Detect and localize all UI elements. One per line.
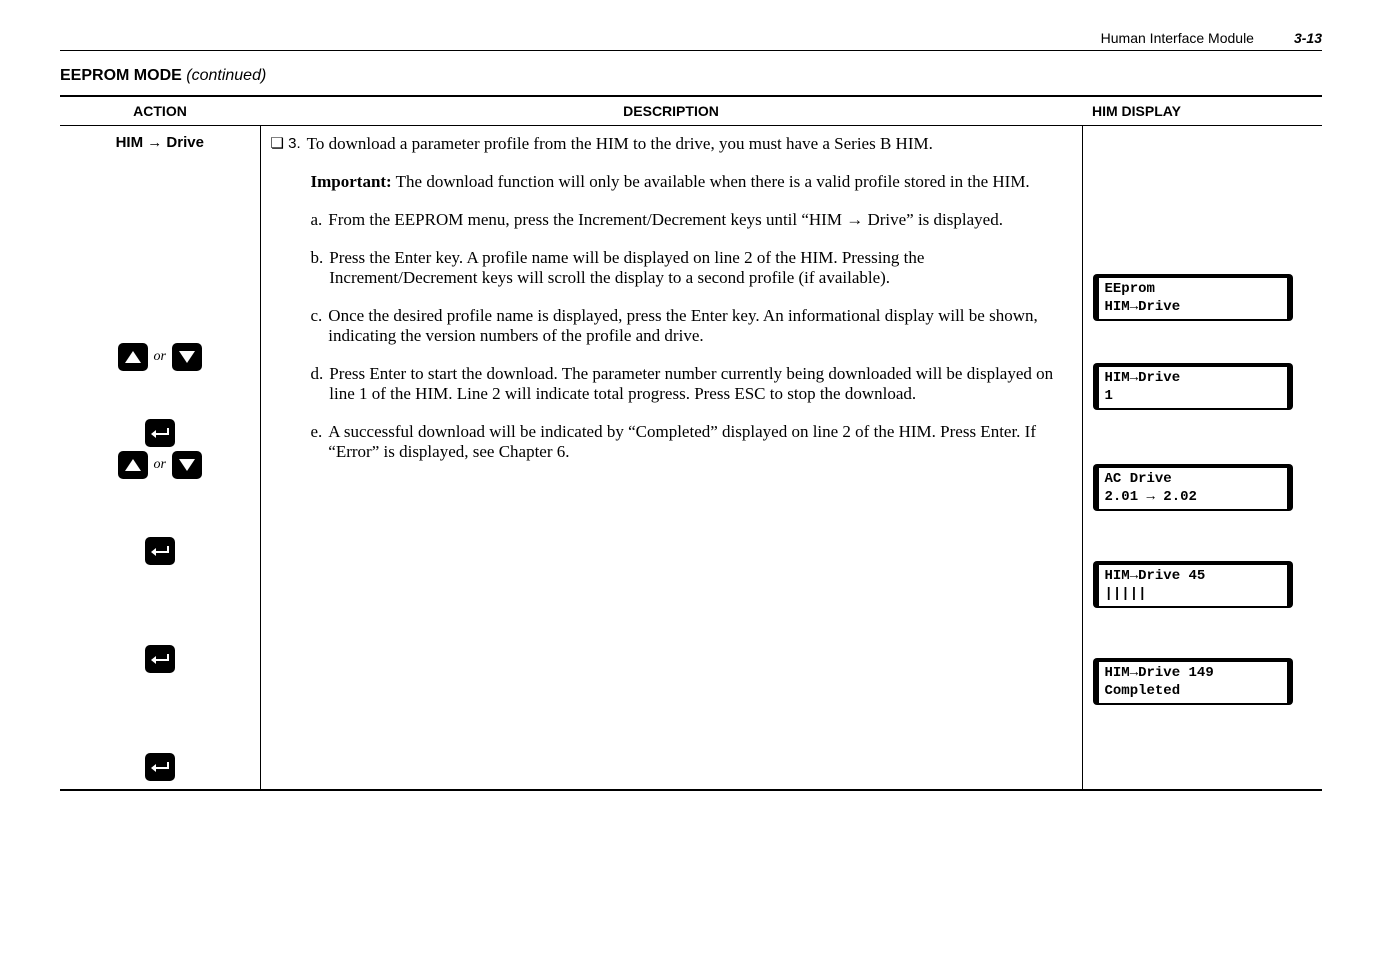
or-label: or bbox=[154, 457, 166, 473]
col-header-action: ACTION bbox=[60, 96, 260, 126]
down-arrow-icon bbox=[179, 351, 195, 363]
table-header-row: ACTION DESCRIPTION HIM DISPLAY bbox=[60, 96, 1322, 126]
col-header-description: DESCRIPTION bbox=[260, 96, 1082, 126]
action-him-to-drive: HIM → Drive bbox=[116, 134, 204, 151]
substep-d: d. Press Enter to start the download. Th… bbox=[271, 364, 1072, 404]
substep-text: Press Enter to start the download. The p… bbox=[329, 364, 1071, 404]
enter-key[interactable] bbox=[145, 645, 175, 673]
spacer bbox=[1093, 511, 1313, 561]
substep-a: a. From the EEPROM menu, press the Incre… bbox=[271, 210, 1072, 230]
enter-icon bbox=[151, 426, 169, 440]
or-label: or bbox=[154, 349, 166, 365]
description-cell: ❏ 3. To download a parameter profile fro… bbox=[260, 126, 1082, 791]
header-title: Human Interface Module bbox=[1101, 30, 1254, 46]
page-number: 3-13 bbox=[1294, 30, 1322, 46]
section-title-text: EEPROM MODE bbox=[60, 67, 182, 84]
up-arrow-icon bbox=[125, 351, 141, 363]
important-note: Important: The download function will on… bbox=[271, 172, 1072, 192]
down-arrow-icon bbox=[179, 459, 195, 471]
substep-text: From the EEPROM menu, press the Incremen… bbox=[328, 210, 1071, 230]
keys-enter-d bbox=[145, 645, 175, 673]
spacer bbox=[1093, 410, 1313, 464]
lcd-text: HIM→Drive 149 Completed bbox=[1099, 662, 1287, 703]
checkbox-mark: ❏ 3. bbox=[271, 134, 301, 154]
section-title: EEPROM MODE (continued) bbox=[60, 67, 1322, 85]
substep-letter: c. bbox=[311, 306, 323, 346]
lcd-text: HIM→Drive 1 bbox=[1099, 367, 1287, 408]
substep-e: e. A successful download will be indicat… bbox=[271, 422, 1072, 462]
enter-key[interactable] bbox=[145, 753, 175, 781]
spacer bbox=[1093, 608, 1313, 658]
him-display-cell: EEprom HIM→Drive HIM→Drive 1 AC Drive 2.… bbox=[1082, 126, 1322, 791]
col-header-him: HIM DISPLAY bbox=[1082, 96, 1322, 126]
up-arrow-key[interactable] bbox=[118, 343, 148, 371]
eeprom-table: ACTION DESCRIPTION HIM DISPLAY HIM → Dri… bbox=[60, 95, 1322, 791]
enter-key[interactable] bbox=[145, 419, 175, 447]
keys-enter-e bbox=[145, 753, 175, 781]
substep-letter: b. bbox=[311, 248, 324, 288]
enter-icon bbox=[151, 652, 169, 666]
step-3-text: To download a parameter profile from the… bbox=[307, 134, 1072, 154]
section-continued: (continued) bbox=[186, 67, 266, 84]
lcd-display-b: HIM→Drive 1 bbox=[1093, 363, 1293, 410]
important-text: The download function will only be avail… bbox=[392, 172, 1030, 191]
substep-c: c. Once the desired profile name is disp… bbox=[271, 306, 1072, 346]
keys-enter-c bbox=[145, 537, 175, 565]
action-cell: HIM → Drive or bbox=[60, 126, 260, 791]
substep-b: b. Press the Enter key. A profile name w… bbox=[271, 248, 1072, 288]
enter-icon bbox=[151, 544, 169, 558]
lcd-display-e: HIM→Drive 149 Completed bbox=[1093, 658, 1293, 705]
keys-increment-decrement: or bbox=[118, 343, 202, 371]
keys-enter-then-incdec: or bbox=[118, 419, 202, 479]
lcd-display-d: HIM→Drive 45 ||||| bbox=[1093, 561, 1293, 608]
lcd-text: AC Drive 2.01 → 2.02 bbox=[1099, 468, 1287, 509]
substep-text: Press the Enter key. A profile name will… bbox=[329, 248, 1071, 288]
lcd-text: HIM→Drive 45 ||||| bbox=[1099, 565, 1287, 606]
enter-icon bbox=[151, 760, 169, 774]
substep-letter: d. bbox=[311, 364, 324, 404]
substep-letter: e. bbox=[311, 422, 323, 462]
down-arrow-key[interactable] bbox=[172, 451, 202, 479]
lcd-text: EEprom HIM→Drive bbox=[1099, 278, 1287, 319]
spacer bbox=[1093, 321, 1313, 363]
substep-text: Once the desired profile name is display… bbox=[328, 306, 1071, 346]
substep-text: A successful download will be indicated … bbox=[328, 422, 1071, 462]
table-row: HIM → Drive or bbox=[60, 126, 1322, 791]
important-label: Important: bbox=[311, 172, 392, 191]
lcd-display-c: AC Drive 2.01 → 2.02 bbox=[1093, 464, 1293, 511]
step-3: ❏ 3. To download a parameter profile fro… bbox=[271, 134, 1072, 154]
up-arrow-key[interactable] bbox=[118, 451, 148, 479]
lcd-display-a: EEprom HIM→Drive bbox=[1093, 274, 1293, 321]
page-header: Human Interface Module 3-13 bbox=[60, 30, 1322, 51]
up-arrow-icon bbox=[125, 459, 141, 471]
substep-letter: a. bbox=[311, 210, 323, 230]
down-arrow-key[interactable] bbox=[172, 343, 202, 371]
spacer bbox=[1093, 134, 1313, 274]
enter-key[interactable] bbox=[145, 537, 175, 565]
